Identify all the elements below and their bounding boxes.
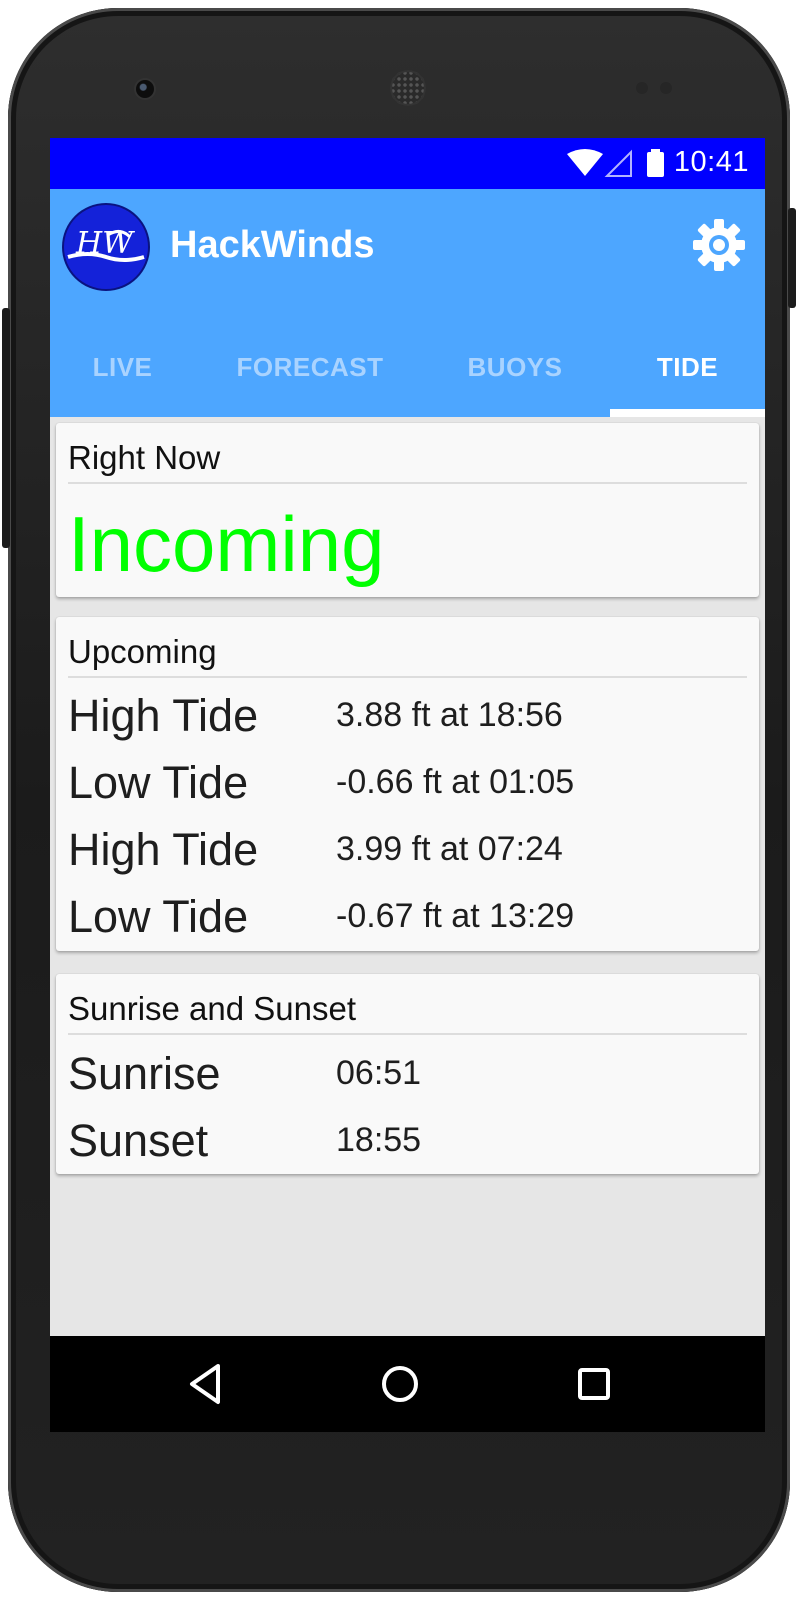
- sunset-label: Sunset: [68, 1118, 208, 1163]
- tide-value: -0.67 ft at 13:29: [336, 899, 574, 933]
- upcoming-card: Upcoming High Tide 3.88 ft at 18:56 Low …: [56, 617, 759, 951]
- battery-icon: [647, 149, 664, 177]
- divider: [68, 1033, 747, 1035]
- app-title: HackWinds: [170, 224, 375, 267]
- phone-frame: 10:41 HW HackWinds: [8, 8, 790, 1592]
- sunrise-value: 06:51: [336, 1056, 421, 1090]
- divider: [68, 676, 747, 678]
- right-now-card: Right Now Incoming: [56, 423, 759, 597]
- navigation-bar: [50, 1336, 765, 1432]
- gear-icon: [691, 217, 747, 273]
- app-logo: HW: [64, 205, 148, 289]
- tab-forecast[interactable]: FORECAST: [220, 317, 400, 417]
- app-bar: HW HackWinds: [50, 189, 765, 417]
- status-time: 10:41: [674, 146, 749, 179]
- home-icon[interactable]: [376, 1360, 424, 1408]
- power-button: [2, 308, 10, 548]
- earpiece-speaker: [390, 70, 426, 106]
- tide-label: Low Tide: [68, 894, 248, 939]
- back-icon[interactable]: [182, 1360, 230, 1408]
- tide-value: 3.88 ft at 18:56: [336, 698, 563, 732]
- status-icons: [565, 148, 665, 178]
- divider: [68, 482, 747, 484]
- light-sensor: [660, 82, 672, 94]
- sunrise-sunset-card: Sunrise and Sunset Sunrise 06:51 Sunset …: [56, 974, 759, 1174]
- tide-label: Low Tide: [68, 760, 248, 805]
- tide-value: -0.66 ft at 01:05: [336, 765, 574, 799]
- tide-label: High Tide: [68, 827, 258, 872]
- sun-header: Sunrise and Sunset: [68, 990, 356, 1028]
- tab-tide[interactable]: TIDE: [610, 317, 765, 417]
- wifi-icon: [567, 149, 603, 176]
- sunset-value: 18:55: [336, 1123, 421, 1157]
- front-camera: [136, 80, 154, 98]
- proximity-sensor: [636, 82, 648, 94]
- volume-button: [788, 208, 796, 308]
- sunrise-label: Sunrise: [68, 1051, 221, 1096]
- signal-icon: [607, 152, 631, 176]
- recents-icon[interactable]: [570, 1360, 618, 1408]
- tide-value: 3.99 ft at 07:24: [336, 832, 563, 866]
- status-bar: 10:41: [50, 138, 765, 189]
- upcoming-header: Upcoming: [68, 633, 217, 671]
- tide-label: High Tide: [68, 693, 258, 738]
- tab-buoys[interactable]: BUOYS: [435, 317, 595, 417]
- tide-status-value: Incoming: [68, 505, 385, 583]
- right-now-header: Right Now: [68, 439, 220, 477]
- tab-live[interactable]: LIVE: [50, 317, 195, 417]
- settings-button[interactable]: [691, 217, 747, 273]
- active-tab-indicator: [610, 409, 765, 417]
- tab-bar: LIVE FORECAST BUOYS TIDE: [50, 317, 765, 417]
- screen: 10:41 HW HackWinds: [50, 138, 765, 1432]
